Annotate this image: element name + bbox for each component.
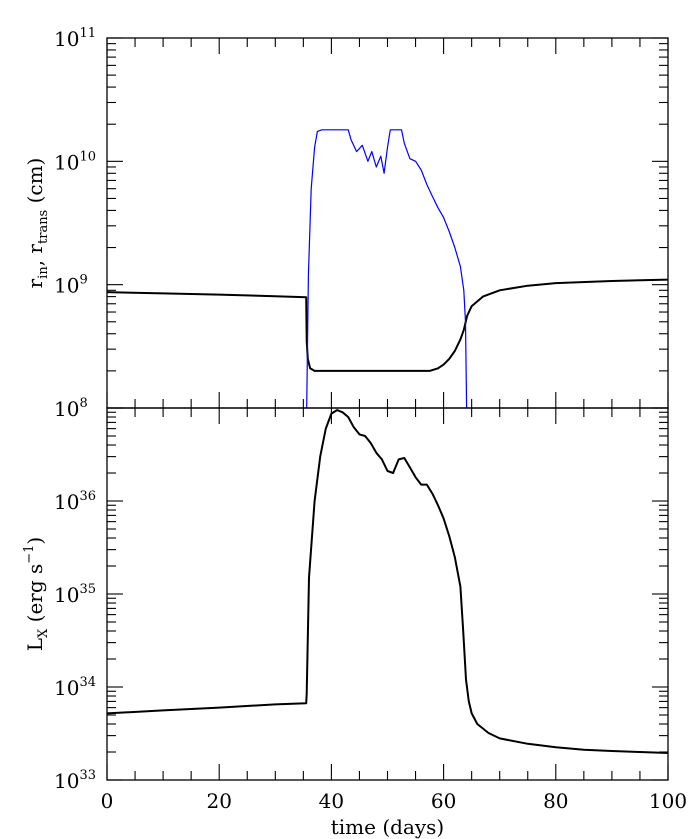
bottom-ytick-label: 1034	[54, 675, 96, 700]
bottom-ytick-exp: 35	[79, 582, 96, 597]
top-ytick-label: 108	[54, 396, 88, 421]
top-ytick-label: 109	[54, 273, 88, 298]
bottom-xlabel: time (days)	[331, 815, 445, 839]
top-ytick-exp: 9	[79, 273, 87, 288]
top-series-line-1	[306, 129, 468, 409]
bottom-ylabel-part: −1	[22, 545, 37, 564]
bottom-xtick-label: 100	[649, 789, 687, 813]
bottom-ylabel: LX (erg s−1)	[22, 537, 51, 652]
bottom-ylabel-part: (erg s	[23, 564, 47, 629]
bottom-xtick-label: 20	[206, 789, 231, 813]
bottom-ytick-exp: 33	[79, 768, 96, 783]
top-ylabel-part: r	[23, 278, 47, 288]
top-ytick-exp: 10	[79, 149, 96, 164]
top-ytick-exp: 8	[79, 396, 87, 411]
top-ytick-label: 1010	[54, 149, 96, 174]
top-series-line-0	[106, 278, 669, 372]
top-ytick-base: 10	[54, 150, 79, 174]
bottom-ytick-label: 1033	[54, 768, 96, 793]
bottom-ytick-base: 10	[54, 490, 79, 514]
bottom-ylabel-part: L	[23, 638, 47, 651]
bottom-xtick-label: 0	[101, 789, 114, 813]
top-ytick-base: 10	[54, 27, 79, 51]
bottom-xtick-label: 40	[319, 789, 344, 813]
top-ylabel: rin, rtrans (cm)	[23, 158, 51, 289]
bottom-xtick-label: 60	[431, 789, 456, 813]
bottom-ylabel-part: )	[23, 537, 47, 545]
top-ylabel-part: trans	[36, 210, 51, 244]
top-ylabel-part: in	[36, 266, 51, 279]
top-ytick-base: 10	[54, 397, 79, 421]
bottom-ytick-exp: 36	[79, 489, 96, 504]
top-ylabel-part: , r	[23, 244, 47, 267]
bottom-series-line-0	[106, 409, 669, 754]
bottom-ytick-label: 1035	[54, 582, 96, 607]
top-ytick-exp: 11	[79, 26, 96, 41]
bottom-frame	[106, 407, 669, 781]
top-ytick-base: 10	[54, 274, 79, 298]
top-frame	[106, 37, 669, 409]
bottom-ytick-exp: 34	[79, 675, 96, 690]
bottom-ytick-base: 10	[54, 676, 79, 700]
bottom-ytick-label: 1036	[54, 489, 96, 514]
bottom-ytick-base: 10	[54, 583, 79, 607]
bottom-ytick-base: 10	[54, 769, 79, 793]
top-ylabel-part: (cm)	[23, 158, 47, 210]
bottom-ylabel-part: X	[36, 628, 51, 638]
top-ytick-label: 1011	[54, 26, 96, 51]
bottom-xtick-label: 80	[543, 789, 568, 813]
